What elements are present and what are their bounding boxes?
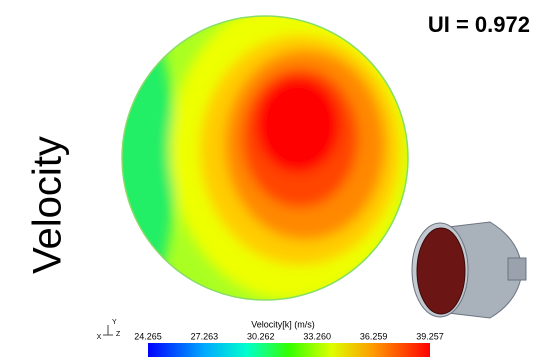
screenshot: UI = 0.972 Velocity X Y Z Velocity[k] (m… [0, 0, 535, 358]
uniformity-index: UI = 0.972 [428, 12, 530, 37]
triad-z: Z [116, 331, 121, 338]
colorbar-tick-label: 33.260 [303, 331, 331, 341]
colorbar-title: Velocity[k] (m/s) [251, 319, 315, 329]
inset-model [412, 222, 526, 318]
colorbar-tick-label: 30.262 [247, 331, 275, 341]
colorbar-tick-label: 24.265 [134, 331, 162, 341]
triad-x: X [97, 334, 102, 341]
triad-y: Y [112, 319, 117, 326]
colorbar-tick-label: 27.263 [191, 331, 219, 341]
axis-triad: X Y Z [97, 319, 121, 341]
colorbar [148, 343, 430, 357]
colorbar-tick-label: 36.259 [360, 331, 388, 341]
velocity-contour [105, 0, 410, 304]
colorbar-tick-label: 39.257 [416, 331, 444, 341]
side-label: Velocity [26, 136, 70, 274]
